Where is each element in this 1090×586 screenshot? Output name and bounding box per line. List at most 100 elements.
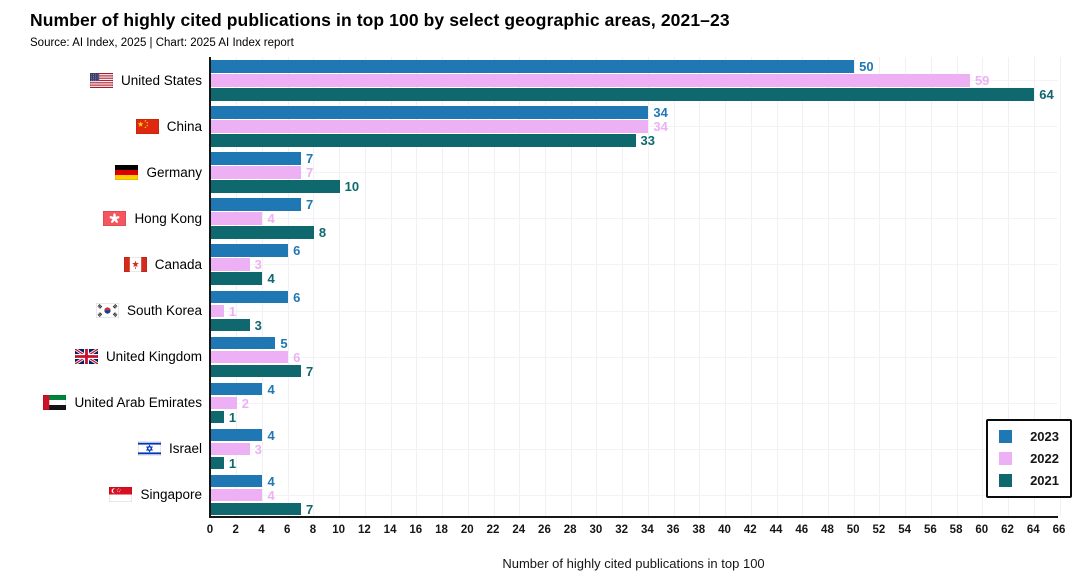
category-label: Singapore bbox=[140, 487, 202, 503]
legend: 2023 2022 2021 bbox=[986, 419, 1072, 498]
category-label: United Arab Emirates bbox=[74, 395, 202, 411]
x-tick-label: 18 bbox=[435, 524, 448, 536]
bar-2021-il bbox=[211, 456, 224, 470]
category-row-cn: China bbox=[0, 103, 202, 149]
bar-2021-gb bbox=[211, 364, 302, 378]
legend-swatch-2023 bbox=[999, 430, 1012, 443]
x-tick-label: 58 bbox=[949, 524, 963, 536]
x-tick-label: 36 bbox=[666, 524, 680, 536]
bar-2021-sg bbox=[211, 502, 302, 516]
category-row-il: Israel bbox=[0, 426, 202, 472]
vertical-gridline bbox=[287, 57, 289, 516]
vertical-gridline bbox=[493, 57, 495, 516]
flag-ae-icon bbox=[43, 395, 67, 411]
category-label: Israel bbox=[168, 441, 202, 457]
flag-de-icon bbox=[115, 164, 139, 180]
vertical-gridline bbox=[390, 57, 392, 516]
vertical-gridline bbox=[725, 57, 727, 516]
bar-value-label: 7 bbox=[306, 501, 314, 517]
bar-value-label: 34 bbox=[653, 119, 668, 135]
bar-value-label: 33 bbox=[640, 133, 655, 149]
vertical-gridline bbox=[982, 57, 984, 516]
x-tick-label: 52 bbox=[872, 524, 886, 536]
x-tick-label: 2 bbox=[232, 524, 239, 536]
vertical-gridline bbox=[236, 57, 238, 516]
bar-value-label: 3 bbox=[254, 441, 262, 457]
bar-value-label: 6 bbox=[293, 289, 301, 305]
bar-2022-il bbox=[211, 442, 250, 456]
vertical-gridline bbox=[416, 57, 418, 516]
bar-value-label: 4 bbox=[267, 271, 275, 287]
vertical-gridline bbox=[442, 57, 444, 516]
bar-2023-il bbox=[211, 428, 263, 442]
x-tick-label: 48 bbox=[821, 524, 834, 536]
legend-label: 2022 bbox=[1030, 451, 1059, 466]
bar-2023-us bbox=[211, 60, 855, 73]
flag-il-icon bbox=[137, 441, 161, 457]
bar-2022-ae bbox=[211, 396, 237, 410]
bar-2022-cn bbox=[211, 120, 649, 133]
x-tick-label: 44 bbox=[769, 524, 783, 536]
bar-2022-gb bbox=[211, 350, 289, 364]
category-row-de: Germany bbox=[0, 149, 202, 195]
bar-2023-ca bbox=[211, 244, 289, 257]
legend-label: 2023 bbox=[1030, 429, 1059, 444]
horizontal-gridline bbox=[211, 172, 1058, 174]
bar-2021-ae bbox=[211, 410, 224, 424]
x-tick-label: 56 bbox=[923, 524, 937, 536]
bar-2021-cn bbox=[211, 134, 636, 147]
bar-value-label: 5 bbox=[280, 335, 288, 351]
bar-value-label: 34 bbox=[653, 105, 668, 121]
vertical-gridline bbox=[622, 57, 624, 516]
bar-value-label: 4 bbox=[267, 381, 275, 397]
x-tick-label: 42 bbox=[743, 524, 757, 536]
x-tick-label: 20 bbox=[460, 524, 474, 536]
bar-value-label: 7 bbox=[306, 363, 314, 379]
vertical-gridline bbox=[956, 57, 958, 516]
vertical-gridline bbox=[673, 57, 675, 516]
vertical-gridline bbox=[802, 57, 804, 516]
horizontal-gridline bbox=[211, 402, 1058, 404]
bar-2021-kr bbox=[211, 318, 250, 331]
bar-value-label: 1 bbox=[228, 409, 237, 425]
bar-value-label: 1 bbox=[228, 455, 237, 471]
category-label: United Kingdom bbox=[105, 349, 202, 365]
chart-title: Number of highly cited publications in t… bbox=[30, 10, 730, 30]
bar-2022-us bbox=[211, 74, 970, 87]
bar-value-label: 7 bbox=[306, 151, 314, 167]
vertical-gridline bbox=[519, 57, 521, 516]
vertical-gridline bbox=[339, 57, 341, 516]
bar-value-label: 7 bbox=[306, 165, 314, 181]
bar-value-label: 6 bbox=[293, 243, 301, 259]
vertical-gridline bbox=[699, 57, 701, 516]
x-tick-label: 6 bbox=[283, 524, 291, 536]
category-label: China bbox=[166, 118, 202, 134]
x-tick-label: 40 bbox=[718, 524, 731, 536]
bar-2021-ca bbox=[211, 272, 263, 285]
vertical-gridline bbox=[647, 57, 649, 516]
x-tick-label: 34 bbox=[640, 524, 654, 536]
flag-ca-icon bbox=[123, 256, 147, 272]
flag-sg-icon bbox=[109, 487, 133, 503]
bar-value-label: 3 bbox=[254, 317, 262, 333]
horizontal-gridline bbox=[211, 310, 1058, 312]
category-label: Hong Kong bbox=[134, 210, 202, 226]
vertical-gridline bbox=[364, 57, 366, 516]
x-tick-label: 32 bbox=[615, 524, 629, 536]
category-row-gb: United Kingdom bbox=[0, 334, 202, 380]
flag-us-icon bbox=[89, 72, 113, 88]
bar-value-label: 3 bbox=[254, 257, 262, 273]
legend-item-2021: 2021 bbox=[999, 473, 1059, 488]
vertical-gridline bbox=[827, 57, 829, 516]
category-row-ca: Canada bbox=[0, 241, 202, 287]
bar-2021-hk bbox=[211, 226, 314, 239]
vertical-gridline bbox=[853, 57, 855, 516]
vertical-gridline bbox=[1008, 57, 1010, 516]
horizontal-gridline bbox=[211, 494, 1058, 496]
vertical-gridline bbox=[776, 57, 778, 516]
bar-2022-kr bbox=[211, 304, 224, 317]
bar-2023-cn bbox=[211, 106, 649, 119]
flag-hk-icon bbox=[103, 210, 127, 226]
vertical-gridline bbox=[544, 57, 546, 516]
